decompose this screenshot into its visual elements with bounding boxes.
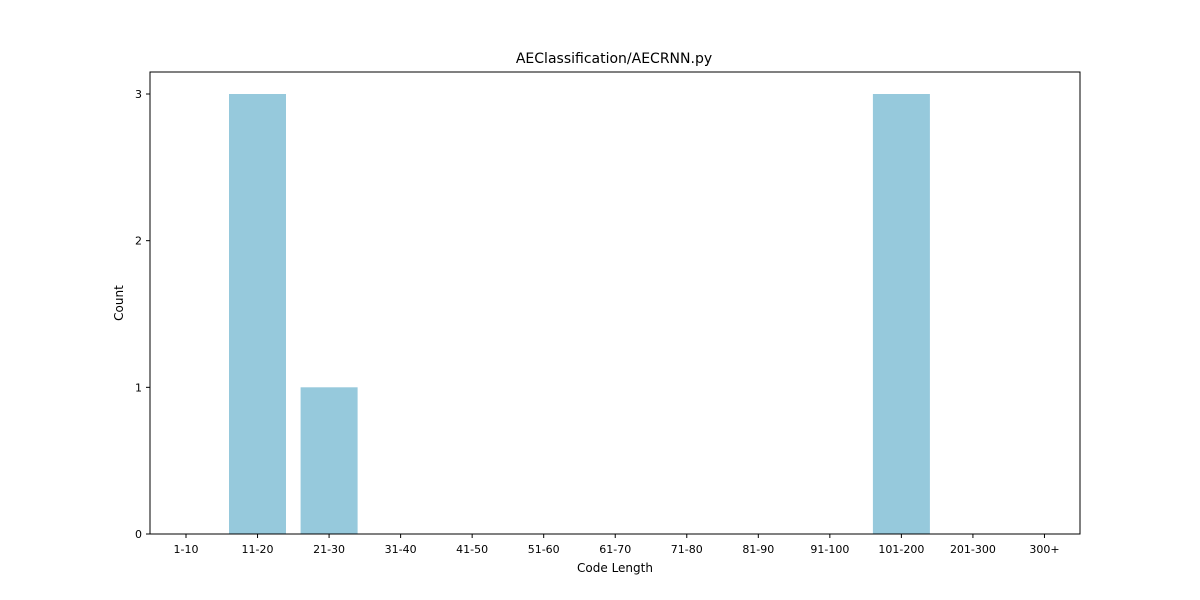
y-tick-label: 1 xyxy=(135,381,142,394)
x-axis-ticks: 1-10 11-20 21-30 31-40 41-50 51-60 61-70 71-80 8… xyxy=(174,534,1060,556)
x-tick-label: 201-300 xyxy=(950,543,996,556)
y-axis-ticks: 0 1 2 3 xyxy=(135,88,150,541)
x-tick-label: 31-40 xyxy=(385,543,417,556)
x-tick-label: 11-20 xyxy=(242,543,274,556)
x-axis-label: Code Length xyxy=(577,561,653,575)
x-tick-label: 51-60 xyxy=(528,543,560,556)
y-tick-label: 0 xyxy=(135,528,142,541)
bars-group xyxy=(229,94,930,534)
x-tick-label: 81-90 xyxy=(742,543,774,556)
plot-frame xyxy=(149,71,1081,535)
bar-21-30 xyxy=(300,387,358,534)
bar-101-200 xyxy=(872,94,930,534)
x-tick-label: 71-80 xyxy=(671,543,703,556)
bar-11-20 xyxy=(229,94,286,534)
x-tick-label: 61-70 xyxy=(599,543,631,556)
x-tick-label: 101-200 xyxy=(878,543,924,556)
x-tick-label: 91-100 xyxy=(810,543,849,556)
x-tick-label: 41-50 xyxy=(456,543,488,556)
x-tick-label: 300+ xyxy=(1029,543,1059,556)
chart-title: AEClassification/AECRNN.py xyxy=(516,51,712,67)
y-tick-label: 2 xyxy=(135,235,142,248)
x-tick-label: 21-30 xyxy=(313,543,345,556)
x-tick-label: 1-10 xyxy=(174,543,199,556)
y-tick-label: 3 xyxy=(135,88,142,101)
y-axis-label: Count xyxy=(112,285,126,321)
